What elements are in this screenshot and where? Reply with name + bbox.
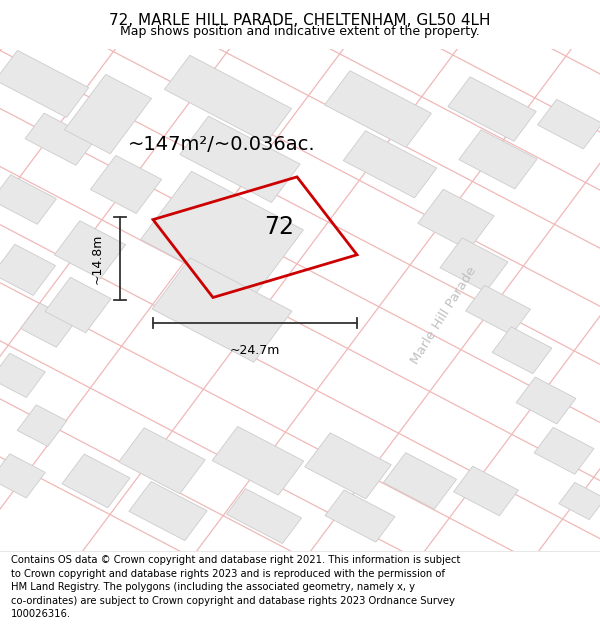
Polygon shape: [20, 303, 76, 348]
Polygon shape: [129, 481, 207, 541]
Polygon shape: [454, 466, 518, 516]
Text: 72, MARLE HILL PARADE, CHELTENHAM, GL50 4LH: 72, MARLE HILL PARADE, CHELTENHAM, GL50 …: [109, 13, 491, 28]
Polygon shape: [448, 77, 536, 141]
Text: ~147m²/~0.036ac.: ~147m²/~0.036ac.: [128, 135, 316, 154]
Polygon shape: [418, 189, 494, 250]
Polygon shape: [0, 51, 89, 118]
Polygon shape: [305, 432, 391, 499]
Polygon shape: [440, 238, 508, 292]
Polygon shape: [62, 454, 130, 508]
Text: Map shows position and indicative extent of the property.: Map shows position and indicative extent…: [120, 25, 480, 38]
Polygon shape: [0, 175, 56, 224]
Polygon shape: [516, 377, 576, 424]
Polygon shape: [164, 56, 292, 142]
Polygon shape: [0, 454, 46, 498]
Polygon shape: [55, 221, 125, 279]
Text: 72: 72: [264, 215, 294, 239]
Polygon shape: [17, 405, 67, 446]
Polygon shape: [91, 156, 161, 214]
Text: Contains OS data © Crown copyright and database right 2021. This information is : Contains OS data © Crown copyright and d…: [11, 555, 460, 619]
Polygon shape: [45, 278, 111, 332]
Text: Marle Hill Parade: Marle Hill Parade: [409, 264, 479, 366]
Polygon shape: [64, 74, 152, 154]
Polygon shape: [140, 171, 304, 298]
Text: ~14.8m: ~14.8m: [91, 233, 104, 284]
Text: ~24.7m: ~24.7m: [230, 344, 280, 357]
Polygon shape: [343, 131, 437, 198]
Polygon shape: [152, 258, 292, 362]
Polygon shape: [325, 71, 431, 148]
Polygon shape: [538, 99, 600, 149]
Polygon shape: [25, 113, 95, 165]
Polygon shape: [0, 244, 55, 296]
Polygon shape: [534, 428, 594, 474]
Polygon shape: [226, 489, 302, 544]
Polygon shape: [492, 327, 552, 374]
Polygon shape: [119, 428, 205, 494]
Polygon shape: [325, 490, 395, 542]
Polygon shape: [0, 353, 46, 398]
Polygon shape: [383, 452, 457, 509]
Polygon shape: [212, 426, 304, 495]
Polygon shape: [459, 130, 537, 189]
Polygon shape: [466, 285, 530, 335]
Polygon shape: [559, 482, 600, 519]
Polygon shape: [180, 116, 300, 202]
